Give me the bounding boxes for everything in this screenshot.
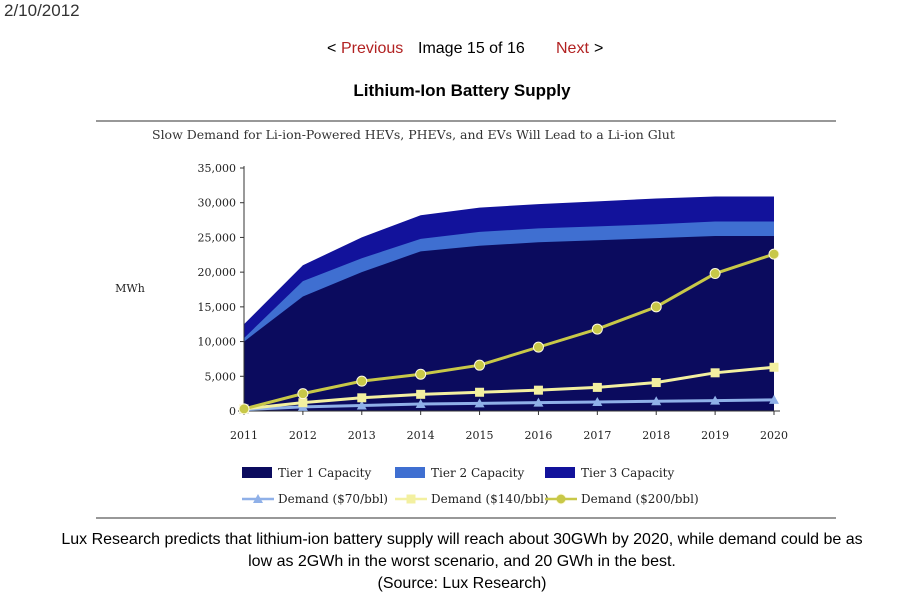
point-demand-200-bbl <box>474 359 486 371</box>
point-demand-140-bbl <box>298 398 308 408</box>
caption-line: low as 2GWh in the worst scenario, and 2… <box>248 553 676 570</box>
x-tick-label: 2014 <box>407 429 435 442</box>
y-tick-label: 15,000 <box>198 301 237 314</box>
area-tier-1-capacity <box>244 236 774 411</box>
previous-arrow-icon[interactable]: < <box>327 40 337 57</box>
legend-swatch <box>395 467 425 478</box>
plot-area: 0 5,000 10,000 15,000 20,000 25,000 30,000 35,0… <box>198 162 788 505</box>
y-tick-label: 35,000 <box>198 162 237 175</box>
y-tick-label: 20,000 <box>198 266 237 279</box>
legend-swatch <box>545 467 575 478</box>
point-demand-200-bbl <box>591 323 603 335</box>
point-demand-70-bbl <box>533 397 544 407</box>
point-demand-200-bbl <box>768 248 780 260</box>
point-demand-200-bbl <box>297 388 309 400</box>
y-tick-label: 0 <box>229 405 236 418</box>
x-tick-label: 2013 <box>348 429 376 442</box>
point-demand-200-bbl <box>356 375 368 387</box>
x-tick-label: 2011 <box>230 429 258 442</box>
point-demand-140-bbl <box>592 382 602 392</box>
point-demand-140-bbl <box>416 389 426 399</box>
line-demand-200-bbl <box>243 252 775 411</box>
line-demand-70-bbl <box>243 398 775 412</box>
x-tick-label: 2015 <box>466 429 494 442</box>
y-axis-label: MWh <box>115 282 145 295</box>
point-demand-140-bbl <box>475 387 485 397</box>
legend-label: Demand ($70/bbl) <box>278 492 388 506</box>
caption-line: Lux Research predicts that lithium-ion b… <box>61 531 863 548</box>
point-demand-200-bbl <box>709 268 721 280</box>
point-demand-200-bbl <box>650 301 662 313</box>
point-demand-140-bbl <box>357 393 367 403</box>
point-demand-70-bbl <box>474 398 485 408</box>
point-demand-200-bbl <box>415 368 427 380</box>
point-demand-70-bbl <box>592 396 603 406</box>
chart-legend: Tier 1 Capacity Tier 2 Capacity Tier 3 Cap… <box>242 466 699 506</box>
point-demand-200-bbl <box>238 403 250 415</box>
point-demand-140-bbl <box>769 362 779 372</box>
legend-label: Tier 3 Capacity <box>581 466 674 480</box>
point-demand-70-bbl <box>769 394 779 404</box>
legend-label: Demand ($140/bbl) <box>431 492 549 506</box>
caption-source: (Source: Lux Research) <box>377 575 547 592</box>
legend-label: Tier 1 Capacity <box>278 466 371 480</box>
y-tick-label: 25,000 <box>198 231 237 244</box>
date-label: 2/10/2012 <box>4 1 80 20</box>
point-demand-140-bbl <box>533 385 543 395</box>
point-demand-200-bbl <box>532 341 544 353</box>
next-link[interactable]: Next <box>556 40 589 57</box>
point-demand-70-bbl <box>356 400 367 410</box>
image-counter: Image 15 of 16 <box>418 40 525 57</box>
x-tick-label: 2020 <box>760 429 788 442</box>
y-tick-label: 30,000 <box>198 197 237 210</box>
supply-demand-chart: Slow Demand for Li-ion-Powered HEVs, PHE… <box>96 120 836 519</box>
previous-link[interactable]: Previous <box>341 40 404 57</box>
legend-label: Demand ($200/bbl) <box>581 492 699 506</box>
caption: Lux Research predicts that lithium-ion b… <box>0 529 924 595</box>
page-title: Lithium-Ion Battery Supply <box>353 81 571 100</box>
next-arrow-icon[interactable]: > <box>594 40 604 57</box>
image-navigation: < Previous Image 15 of 16 Next > <box>0 40 924 62</box>
point-demand-140-bbl <box>710 368 720 378</box>
y-tick-label: 10,000 <box>198 336 237 349</box>
point-demand-70-bbl <box>651 396 662 406</box>
x-tick-label: 2019 <box>701 429 729 442</box>
x-tick-label: 2017 <box>583 429 611 442</box>
x-tick-label: 2012 <box>289 429 317 442</box>
point-demand-140-bbl <box>651 378 661 388</box>
line-demand-140-bbl <box>243 365 775 411</box>
y-tick-label: 5,000 <box>205 370 237 383</box>
x-tick-label: 2016 <box>524 429 552 442</box>
legend-swatch <box>242 467 272 478</box>
legend-label: Tier 2 Capacity <box>431 466 524 480</box>
point-demand-70-bbl <box>710 395 721 405</box>
x-tick-label: 2018 <box>642 429 670 442</box>
chart-title: Slow Demand for Li-ion-Powered HEVs, PHE… <box>152 127 675 142</box>
point-demand-70-bbl <box>415 399 426 409</box>
